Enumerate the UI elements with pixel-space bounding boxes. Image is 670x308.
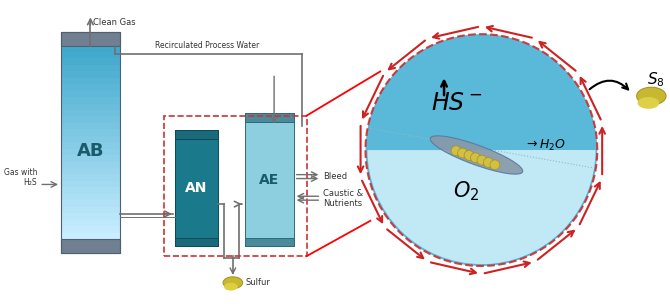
Text: AN: AN: [186, 181, 208, 195]
Bar: [245, 113, 293, 246]
Text: Clean Gas: Clean Gas: [93, 18, 136, 27]
Bar: [175, 237, 218, 246]
Bar: [61, 187, 120, 194]
Text: $\rightarrow H_2O$: $\rightarrow H_2O$: [524, 138, 565, 153]
Bar: [61, 142, 120, 149]
Text: Sulfur: Sulfur: [246, 278, 271, 287]
Ellipse shape: [223, 277, 243, 289]
Circle shape: [484, 158, 493, 167]
Circle shape: [464, 151, 474, 160]
Wedge shape: [367, 150, 596, 264]
Bar: [61, 181, 120, 188]
Bar: [245, 113, 293, 122]
Bar: [61, 239, 120, 253]
Ellipse shape: [430, 136, 523, 174]
Bar: [61, 155, 120, 162]
Bar: [61, 78, 120, 85]
Bar: [61, 123, 120, 130]
Bar: [164, 116, 306, 256]
Bar: [61, 71, 120, 78]
Bar: [61, 129, 120, 136]
Bar: [61, 207, 120, 214]
Bar: [61, 136, 120, 143]
Text: Caustic &
Nutrients: Caustic & Nutrients: [323, 188, 363, 208]
Bar: [61, 84, 120, 91]
Text: $O_2$: $O_2$: [454, 180, 480, 203]
Text: AB: AB: [76, 142, 104, 160]
Bar: [245, 122, 293, 237]
Bar: [61, 32, 120, 46]
Text: Recirculated Process Water: Recirculated Process Water: [155, 41, 259, 50]
Circle shape: [451, 146, 461, 156]
Bar: [61, 226, 120, 233]
Text: Gas with
H₂S: Gas with H₂S: [4, 168, 38, 187]
Bar: [61, 174, 120, 181]
Bar: [61, 116, 120, 123]
Text: AE: AE: [259, 172, 279, 187]
Bar: [61, 32, 120, 253]
Bar: [61, 233, 120, 239]
Circle shape: [490, 160, 500, 170]
Circle shape: [477, 155, 487, 165]
Bar: [61, 194, 120, 201]
Bar: [175, 130, 218, 139]
Bar: [61, 162, 120, 168]
Bar: [61, 46, 120, 52]
Bar: [61, 52, 120, 59]
Text: $S_8$: $S_8$: [647, 70, 665, 89]
Bar: [61, 168, 120, 175]
Bar: [61, 220, 120, 227]
Ellipse shape: [636, 87, 666, 105]
Circle shape: [458, 148, 468, 158]
Ellipse shape: [224, 283, 238, 290]
Text: Bleed: Bleed: [323, 172, 347, 181]
Bar: [61, 200, 120, 207]
Circle shape: [470, 153, 480, 163]
Bar: [175, 139, 218, 237]
Bar: [61, 103, 120, 111]
Bar: [61, 91, 120, 98]
Text: $HS^-$: $HS^-$: [431, 91, 482, 115]
Bar: [61, 213, 120, 220]
Bar: [61, 149, 120, 156]
Bar: [61, 97, 120, 104]
Bar: [61, 65, 120, 72]
Bar: [175, 130, 218, 246]
Circle shape: [365, 34, 597, 266]
Bar: [61, 110, 120, 117]
Ellipse shape: [638, 97, 659, 109]
Wedge shape: [481, 150, 596, 264]
Bar: [61, 58, 120, 65]
Bar: [245, 237, 293, 246]
